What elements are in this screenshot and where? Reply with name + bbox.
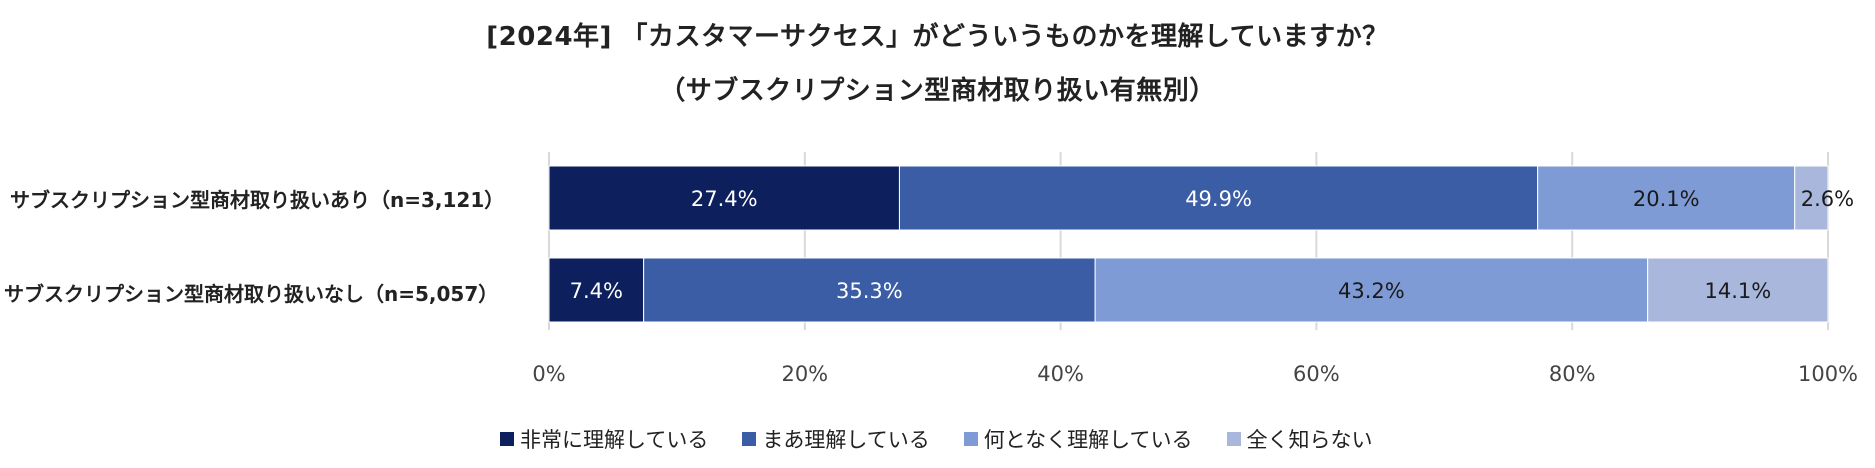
category-label-with-subscription: サブスクリプション型商材取り扱いあり（n=3,121） <box>10 188 505 212</box>
chart-subtitle: （サブスクリプション型商材取り扱い有無別） <box>659 76 1216 106</box>
legend-item-fairly-well: まあ理解している <box>742 424 930 454</box>
stacked-bar-chart: 0% 20% 40% 60% 80% 100% 27.4% 49.9% 20.1% 2.6% 7.4… <box>532 152 1858 386</box>
bar-data-label: 7.4% <box>570 279 623 303</box>
bar-data-label: 27.4% <box>691 187 758 211</box>
category-label-without-subscription: サブスクリプション型商材取り扱いなし（n=5,057） <box>4 282 499 306</box>
legend-item-somewhat: 何となく理解している <box>963 424 1193 454</box>
bar-segment <box>643 257 1096 323</box>
legend-label: 非常に理解している <box>520 428 709 452</box>
x-tick-label: 40% <box>1037 362 1084 386</box>
legend-label: まあ理解している <box>762 428 930 452</box>
legend-item-very-well: 非常に理解している <box>500 424 708 454</box>
bar-data-label: 49.9% <box>1185 187 1252 211</box>
legend-swatch <box>1226 432 1241 446</box>
bar-segment <box>1794 165 1829 231</box>
legend-swatch <box>742 432 757 446</box>
x-tick-label: 100% <box>1798 362 1858 386</box>
legend-label: 何となく理解している <box>983 428 1193 452</box>
bar-data-label: 14.1% <box>1704 279 1771 303</box>
bar-segment <box>548 165 900 231</box>
x-tick-label: 60% <box>1293 362 1340 386</box>
bar-segment <box>898 165 1539 231</box>
x-tick-label: 20% <box>781 362 828 386</box>
x-tick-label: 0% <box>532 362 565 386</box>
chart-title: [2024年] 「カスタマーサクセス」がどういうものかを理解していますか？ <box>486 22 1389 52</box>
x-tick-label: 80% <box>1549 362 1596 386</box>
legend-label: 全く知らない <box>1246 428 1373 452</box>
bar-data-label: 35.3% <box>836 279 903 303</box>
bar-segment <box>1647 257 1829 323</box>
bar-segment <box>1094 257 1649 323</box>
bar-data-label: 20.1% <box>1633 187 1700 211</box>
bar-data-label: 2.6% <box>1801 187 1854 211</box>
legend-swatch <box>963 432 978 446</box>
bar-data-label: 43.2% <box>1338 279 1405 303</box>
bar-segment <box>1537 165 1796 231</box>
chart-legend: 非常に理解している まあ理解している 何となく理解している 全く知らない <box>500 424 1373 454</box>
legend-swatch <box>500 432 514 446</box>
legend-item-not-at-all: 全く知らない <box>1226 424 1373 454</box>
